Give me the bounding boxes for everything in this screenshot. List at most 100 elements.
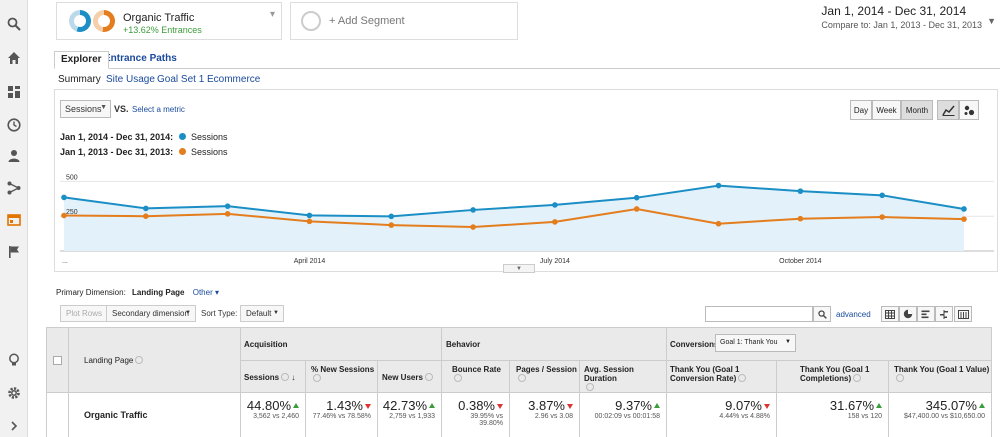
motion-chart-button[interactable] — [959, 100, 979, 120]
person-icon[interactable] — [0, 144, 28, 168]
help-icon[interactable] — [313, 374, 321, 382]
series-current-point[interactable] — [797, 188, 804, 194]
granularity-week-button[interactable]: Week — [872, 100, 901, 120]
trend-down-icon — [365, 404, 371, 409]
granularity-day-button[interactable]: Day — [850, 100, 872, 120]
sort-desc-icon[interactable]: ↓ — [291, 373, 296, 382]
acquisition-icon[interactable] — [0, 176, 28, 200]
help-icon[interactable] — [424, 373, 433, 381]
series-previous-point[interactable] — [224, 211, 231, 217]
behavior-icon[interactable] — [0, 208, 28, 232]
table-search-input[interactable] — [705, 306, 813, 322]
series-previous-point[interactable] — [633, 206, 640, 212]
col-goal-conversion-rate[interactable]: Thank You (Goal 1 Conversion Rate) — [670, 365, 774, 383]
help-icon[interactable] — [135, 356, 144, 364]
sessions-line-chart[interactable]: 500 250... April 2014 July 2014 October 2014 — [54, 160, 998, 272]
series-current-point[interactable] — [388, 213, 395, 220]
other-dimension-link[interactable]: Other ▾ — [192, 288, 219, 297]
primary-dimension-value[interactable]: Landing Page — [132, 288, 185, 297]
select-metric-link[interactable]: Select a metric — [132, 105, 185, 114]
series-current-point[interactable] — [715, 182, 722, 189]
view-pie-button[interactable] — [899, 306, 917, 322]
row-value-detail: 4.44% vs 4.88% — [719, 413, 770, 420]
select-all-checkbox[interactable] — [53, 356, 62, 365]
series-current-point[interactable] — [224, 203, 231, 209]
lightbulb-icon[interactable] — [0, 348, 28, 372]
series-previous-point[interactable] — [715, 220, 722, 227]
col-sessions-label: Sessions — [244, 373, 280, 382]
series-previous-point[interactable] — [879, 214, 885, 220]
clock-icon[interactable] — [0, 113, 28, 137]
goal-selector[interactable]: Goal 1: Thank You ▼ — [715, 334, 796, 352]
view-bar-button[interactable] — [917, 306, 935, 322]
col-new-sessions[interactable]: % New Sessions — [311, 365, 375, 383]
series-current-point[interactable] — [306, 212, 313, 219]
row-value-pct-text: 9.37% — [615, 398, 652, 413]
help-icon[interactable] — [853, 374, 862, 382]
pivot-icon — [957, 309, 969, 319]
table-search-button[interactable] — [813, 306, 831, 322]
col-goal-value[interactable]: Thank You (Goal 1 Value) — [894, 365, 990, 383]
col-pages-session-label: Pages / Session — [516, 365, 577, 374]
help-icon[interactable] — [281, 373, 290, 381]
trend-up-icon — [293, 403, 299, 408]
help-icon[interactable] — [454, 374, 462, 382]
metric-selector[interactable]: Sessions ▼ — [60, 100, 111, 118]
col-pages-session[interactable]: Pages / Session — [516, 365, 578, 383]
series-previous-point[interactable] — [470, 224, 476, 230]
chart-collapse-handle[interactable]: ▼ — [503, 264, 535, 273]
subnav-site-usage[interactable]: Site Usage — [106, 74, 155, 85]
subnav-ecommerce[interactable]: Ecommerce — [207, 74, 261, 85]
series-previous-point[interactable] — [961, 216, 967, 222]
series-previous-point[interactable] — [552, 219, 558, 225]
help-icon[interactable] — [738, 374, 747, 382]
series-current-point[interactable] — [633, 194, 640, 201]
view-table-button[interactable] — [881, 306, 899, 322]
series-current-point[interactable] — [143, 205, 149, 212]
landing-page-header[interactable]: Landing Page — [84, 356, 144, 365]
date-range-picker[interactable]: Jan 1, 2014 - Dec 31, 2014 Compare to: J… — [821, 4, 996, 30]
search-icon[interactable] — [0, 12, 28, 36]
series-current-point[interactable] — [61, 194, 67, 201]
series-previous-point[interactable] — [306, 218, 313, 225]
sort-type-select[interactable]: Default ▼ — [240, 305, 284, 322]
home-icon[interactable] — [0, 46, 28, 70]
help-icon[interactable] — [586, 383, 594, 391]
view-comparison-button[interactable] — [935, 306, 953, 322]
expand-chevron-icon[interactable] — [0, 414, 28, 437]
series-current-point[interactable] — [879, 192, 885, 199]
col-bounce-rate[interactable]: Bounce Rate — [452, 365, 508, 383]
col-goal-completions[interactable]: Thank You (Goal 1 Completions) — [800, 365, 884, 383]
row-value-pct-text: 345.07% — [925, 398, 977, 413]
subnav-goal-set-1[interactable]: Goal Set 1 — [157, 74, 205, 85]
series-current-point[interactable] — [470, 207, 476, 213]
granularity-month-button[interactable]: Month — [901, 100, 933, 120]
view-pivot-button[interactable] — [954, 306, 972, 322]
data-table: Landing Page Acquisition Behavior Conver… — [46, 327, 992, 437]
flag-icon[interactable] — [0, 240, 28, 264]
help-icon[interactable] — [896, 374, 904, 382]
col-avg-session-duration[interactable]: Avg. Session Duration — [584, 365, 664, 392]
segment-organic-traffic[interactable]: Organic Traffic +13.62% Entrances ▾ — [56, 2, 282, 40]
help-icon[interactable] — [518, 374, 526, 382]
series-previous-point[interactable] — [797, 215, 804, 222]
series-previous-point[interactable] — [143, 213, 149, 219]
col-new-users[interactable]: New Users — [382, 373, 440, 382]
chevron-down-icon[interactable]: ▾ — [269, 9, 275, 20]
plot-rows-button[interactable]: Plot Rows — [60, 305, 109, 322]
series-current-point[interactable] — [552, 202, 558, 208]
advanced-filter-link[interactable]: advanced — [836, 310, 871, 319]
gear-icon[interactable] — [0, 381, 28, 405]
tab-entrance-paths[interactable]: Entrance Paths — [104, 53, 177, 64]
subnav-summary[interactable]: Summary — [58, 74, 101, 85]
col-sessions[interactable]: Sessions ↓ — [244, 373, 300, 382]
series-previous-point[interactable] — [388, 222, 395, 228]
line-chart-button[interactable] — [937, 100, 959, 120]
tab-explorer[interactable]: Explorer — [54, 51, 109, 69]
series-current-point[interactable] — [961, 206, 967, 212]
secondary-dimension-select[interactable]: Secondary dimension ▼ — [106, 305, 196, 322]
series-previous-point[interactable] — [61, 212, 67, 219]
add-segment-card[interactable]: + Add Segment — [290, 2, 518, 40]
date-chevron-down-icon[interactable]: ▼ — [987, 16, 996, 26]
dashboard-icon[interactable] — [0, 80, 28, 104]
